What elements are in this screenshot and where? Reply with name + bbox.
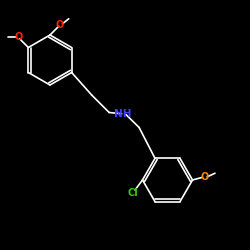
Text: O: O: [201, 172, 209, 182]
Text: Cl: Cl: [127, 188, 138, 198]
Text: O: O: [56, 20, 64, 30]
Text: NH: NH: [114, 109, 132, 119]
Text: O: O: [14, 32, 22, 42]
